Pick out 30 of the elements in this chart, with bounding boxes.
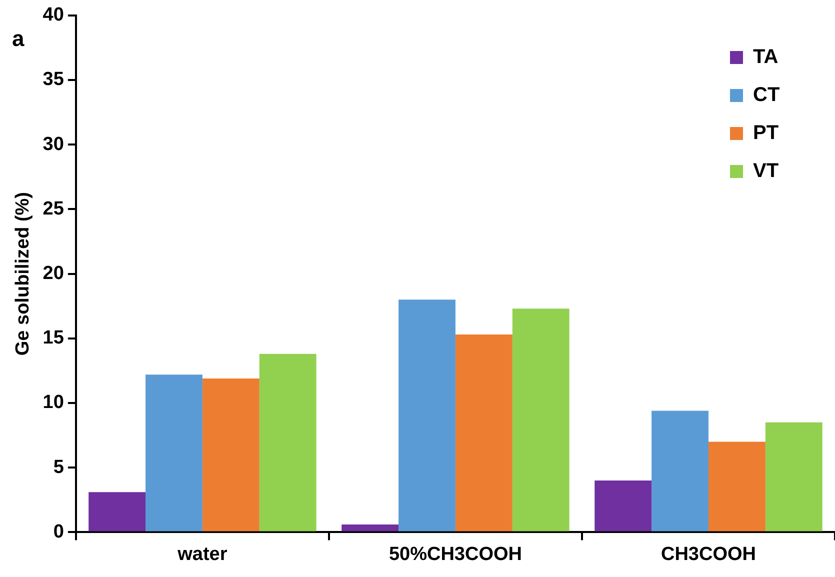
legend-label: CT [753,84,780,107]
legend-label: TA [753,46,778,69]
bar [708,442,766,532]
y-tick-label: 25 [42,198,64,220]
y-tick-label: 20 [42,263,64,284]
legend-label: PT [753,122,779,145]
bar [594,480,652,532]
y-tick-label: 15 [42,328,64,349]
bar [652,410,708,532]
bar [512,308,570,532]
text: a [12,26,24,52]
bar [259,354,316,532]
y-tick-label: 35 [42,69,64,90]
bar [88,492,146,532]
bar [342,524,399,532]
y-tick-label: 0 [53,521,64,542]
x-tick-label: 50%CH3COOH [388,544,522,565]
bar [398,300,456,532]
y-tick-label: 40 [42,4,64,26]
y-tick-label: 10 [42,392,64,414]
y-axis-title: Ge solubilized (%) [12,192,34,356]
bar [455,334,512,532]
x-tick-label: CH3COOH [660,544,756,565]
legend-label: VT [753,160,779,183]
y-tick-label: 5 [53,456,64,478]
bar [202,378,260,532]
bar [765,422,822,532]
x-tick-label: water [176,544,228,565]
y-tick-label: 30 [42,134,64,155]
bar [146,374,202,532]
